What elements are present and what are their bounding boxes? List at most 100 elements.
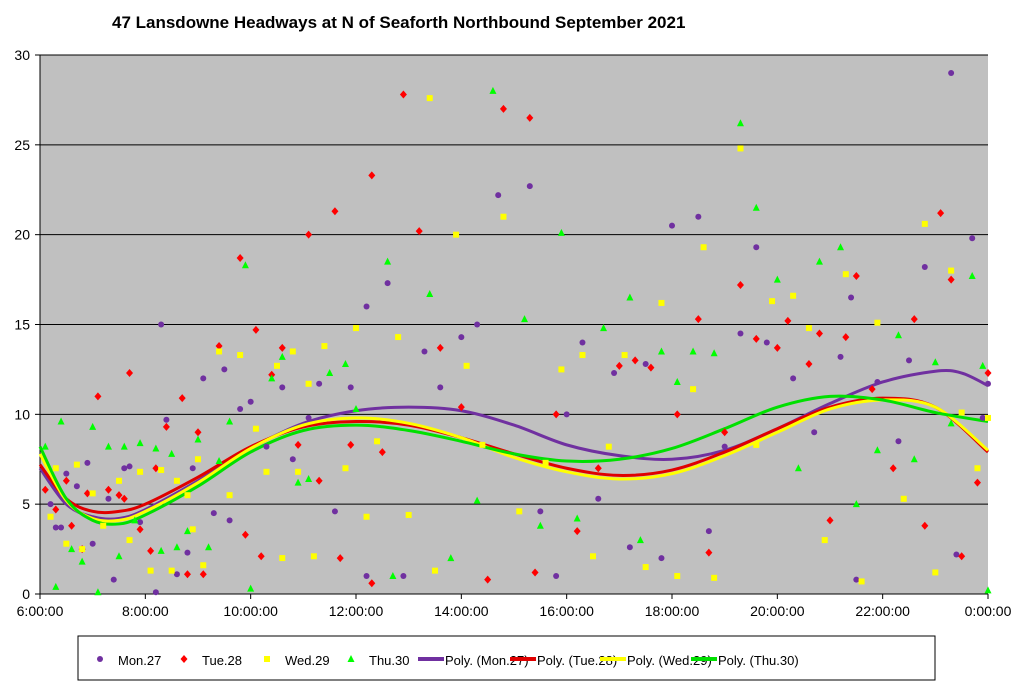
data-point [278, 343, 286, 352]
series-mon-27 [47, 69, 991, 596]
data-point [268, 374, 276, 382]
data-point [948, 267, 955, 274]
data-point [521, 315, 529, 323]
data-point [41, 485, 49, 494]
data-point [257, 552, 265, 561]
data-point [331, 207, 339, 216]
chart-title: 47 Lansdowne Headways at N of Seaforth N… [112, 13, 685, 32]
data-point [252, 425, 259, 432]
data-point [711, 574, 718, 581]
data-point [115, 491, 123, 500]
data-point [89, 540, 96, 547]
x-tick-label: 0:00:00 [965, 603, 1012, 619]
data-point [626, 293, 634, 301]
data-point [579, 339, 586, 346]
data-point [658, 555, 665, 562]
data-point [790, 292, 797, 299]
data-point [537, 508, 544, 515]
data-point [120, 494, 128, 503]
data-point [41, 442, 49, 450]
data-point [499, 104, 507, 113]
data-point [457, 403, 465, 412]
data-point [205, 543, 213, 551]
data-point [226, 492, 233, 499]
x-tick-label: 14:00:00 [434, 603, 489, 619]
data-point [321, 343, 328, 350]
data-point [47, 513, 54, 520]
legend-label: Poly. (Wed.29) [627, 653, 712, 668]
data-point [136, 439, 144, 447]
data-point [906, 357, 912, 364]
data-point [969, 235, 976, 242]
data-point [894, 331, 902, 339]
data-point [200, 562, 207, 569]
y-tick-label: 5 [22, 496, 30, 512]
data-point [183, 570, 191, 579]
data-point [158, 321, 165, 328]
data-point [389, 572, 397, 580]
data-point [326, 369, 334, 377]
data-point [363, 573, 370, 580]
x-tick-label: 16:00:00 [539, 603, 594, 619]
data-point [136, 525, 144, 534]
data-point [721, 428, 729, 437]
data-point [374, 438, 381, 445]
data-point [557, 228, 565, 236]
data-point [621, 352, 628, 359]
data-point [721, 443, 728, 450]
data-point [94, 588, 102, 596]
data-point [195, 456, 201, 463]
data-point [274, 362, 280, 369]
y-tick-label: 20 [14, 227, 30, 243]
data-point [600, 324, 608, 332]
data-point [842, 271, 849, 278]
data-point [73, 483, 80, 490]
data-point [247, 584, 255, 592]
data-point [347, 440, 355, 449]
data-point [985, 414, 991, 421]
data-point [200, 375, 207, 382]
data-point [752, 203, 760, 211]
data-point [237, 405, 244, 412]
series-tue-28 [41, 90, 992, 588]
data-point [384, 257, 392, 265]
data-point [985, 380, 991, 387]
data-point [821, 537, 828, 544]
data-point [805, 325, 812, 332]
data-point [773, 343, 781, 352]
series-wed-29 [47, 95, 991, 585]
data-point [116, 477, 122, 484]
y-tick-label: 30 [14, 47, 30, 63]
data-point [368, 579, 376, 588]
data-point [120, 442, 128, 450]
data-point [94, 392, 102, 401]
data-point [436, 343, 444, 352]
data-point [516, 508, 523, 515]
data-point [426, 289, 434, 297]
data-point [184, 492, 191, 499]
data-point [695, 213, 702, 220]
data-point [247, 398, 254, 405]
data-point [979, 414, 986, 421]
data-point [753, 441, 760, 448]
data-point [215, 342, 223, 351]
data-point [137, 519, 144, 526]
legend-label: Tue.28 [202, 653, 242, 668]
data-point [848, 294, 855, 301]
data-point [852, 500, 860, 508]
data-point [463, 362, 470, 369]
data-point [104, 485, 112, 494]
data-point [705, 548, 713, 557]
data-point [289, 348, 296, 355]
data-point [921, 264, 928, 271]
data-point [815, 329, 823, 338]
data-point [183, 527, 191, 535]
legend-label: Poly. (Tue.28) [537, 653, 617, 668]
data-point [147, 546, 155, 555]
data-point [189, 465, 196, 472]
data-point [126, 463, 133, 470]
data-point [384, 280, 391, 287]
data-point [426, 95, 433, 102]
legend-marker-triangle [347, 655, 355, 662]
